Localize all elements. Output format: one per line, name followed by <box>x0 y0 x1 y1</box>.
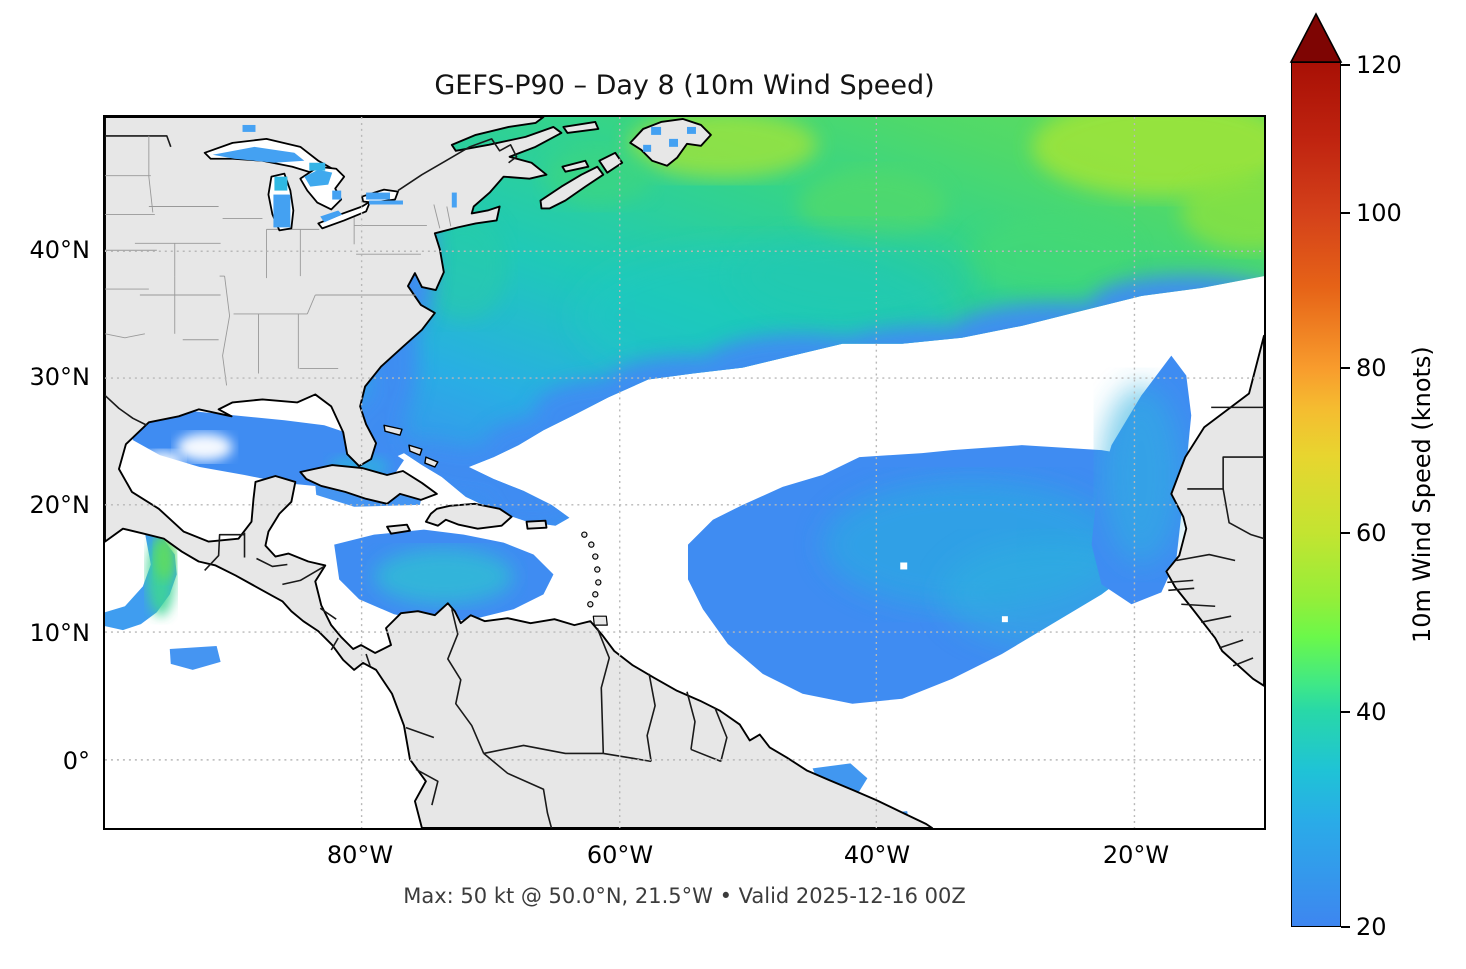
x-tick-80w: 80°W <box>326 841 394 869</box>
y-tick-20n: 20°N <box>29 491 91 519</box>
state-borders <box>105 135 452 386</box>
gridlines <box>105 117 1264 828</box>
land-layer <box>105 117 1264 828</box>
puerto-rico <box>525 519 548 530</box>
colorbar-tick-20: 20 <box>1356 913 1387 941</box>
country-borders <box>105 135 1264 828</box>
colorbar-tickmark <box>1341 710 1350 714</box>
y-tick-30n: 30°N <box>29 363 91 391</box>
y-tick-40n: 40°N <box>29 236 91 264</box>
jamaica <box>386 523 411 535</box>
atlantic-wind-map <box>105 117 1264 828</box>
colorbar-gradient <box>1291 62 1341 927</box>
max-value-annotation: Max: 50 kt @ 50.0°N, 21.5°W • Valid 2025… <box>403 884 966 908</box>
prince-edward-island <box>561 159 590 173</box>
cuba <box>299 464 438 505</box>
north-and-south-america <box>105 117 934 828</box>
colorbar-tick-60: 60 <box>1356 518 1387 547</box>
chart-title: GEFS-P90 – Day 8 (10m Wind Speed) <box>434 70 935 101</box>
colorbar-tick-100: 100 <box>1356 199 1402 228</box>
x-tick-60w: 60°W <box>586 841 654 869</box>
bahamas <box>383 424 439 468</box>
colorbar-tick-40: 40 <box>1356 697 1387 726</box>
colorbar-tickmark <box>1341 212 1350 215</box>
colorbar-tickmark <box>1341 367 1350 370</box>
hispaniola <box>424 502 513 530</box>
lake-wind-patches <box>212 124 457 228</box>
newfoundland-wind-patches <box>643 126 696 152</box>
cape-breton <box>598 151 624 174</box>
colorbar-axis-label: 10m Wind Speed (knots) <box>1408 346 1436 643</box>
y-tick-0: 0° <box>62 747 90 775</box>
y-tick-10n: 10°N <box>29 619 91 647</box>
trinidad <box>592 615 608 626</box>
colorbar-tick-120: 120 <box>1356 50 1402 79</box>
colorbar-tick-80: 80 <box>1356 354 1387 383</box>
colorbar-tickmark <box>1341 531 1350 535</box>
lake-erie <box>317 200 371 230</box>
x-tick-40w: 40°W <box>843 841 911 869</box>
lesser-antilles <box>581 531 608 626</box>
nova-scotia <box>539 165 605 210</box>
colorbar-extend-arrow <box>1289 12 1343 63</box>
x-tick-20w: 20°W <box>1102 841 1170 869</box>
map-plot-area <box>103 115 1266 830</box>
anticosti-island <box>562 121 600 134</box>
colorbar-tickmark <box>1341 926 1350 929</box>
colorbar-tickmark <box>1341 63 1350 66</box>
